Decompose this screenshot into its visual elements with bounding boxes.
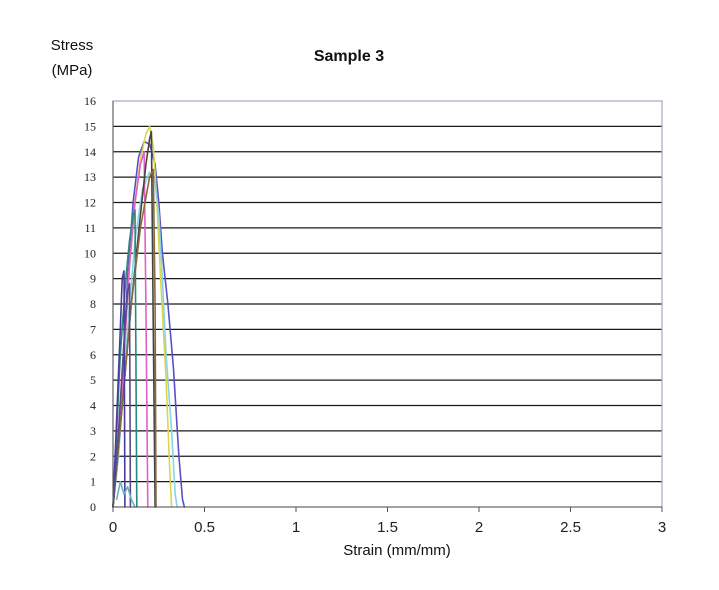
y-tick-label: 13 xyxy=(84,170,96,184)
y-tick-label: 14 xyxy=(84,145,96,159)
x-axis-label: Strain (mm/mm) xyxy=(343,542,451,559)
y-axis-label-line1: Stress xyxy=(51,37,94,54)
y-tick-label: 3 xyxy=(90,424,96,438)
x-tick-label: 0 xyxy=(109,519,117,536)
y-tick-label: 0 xyxy=(90,500,96,514)
series-line-8 xyxy=(112,270,126,508)
x-tick-labels: 0 0.5 1 1.5 2 2.5 3 xyxy=(109,519,666,536)
x-tick-label: 1.5 xyxy=(377,519,398,536)
y-tick-label: 1 xyxy=(90,475,96,489)
y-tick-label: 16 xyxy=(84,94,96,108)
y-tick-label: 15 xyxy=(84,119,96,133)
x-tick-label: 3 xyxy=(658,519,666,536)
axes xyxy=(112,101,663,512)
y-tick-label: 7 xyxy=(90,322,96,336)
x-tick-label: 2.5 xyxy=(560,519,581,536)
y-tick-label: 12 xyxy=(84,196,96,210)
series-lines xyxy=(112,125,186,508)
y-tick-label: 5 xyxy=(90,373,96,387)
series-line-2 xyxy=(112,125,173,508)
series-line-9 xyxy=(112,282,132,508)
x-tick-label: 0.5 xyxy=(194,519,215,536)
y-tick-label: 4 xyxy=(90,399,96,413)
grid-lines xyxy=(113,125,662,483)
y-tick-label: 2 xyxy=(90,449,96,463)
x-tick-label: 1 xyxy=(292,519,300,536)
y-axis-label-line2: (MPa) xyxy=(52,62,93,79)
chart-title: Sample 3 xyxy=(314,48,384,65)
y-tick-label: 6 xyxy=(90,348,96,362)
y-tick-label: 8 xyxy=(90,297,96,311)
series-line-10 xyxy=(115,480,136,508)
y-tick-label: 11 xyxy=(84,221,96,235)
x-tick-label: 2 xyxy=(475,519,483,536)
y-tick-label: 9 xyxy=(90,272,96,286)
y-tick-label: 10 xyxy=(84,246,96,260)
